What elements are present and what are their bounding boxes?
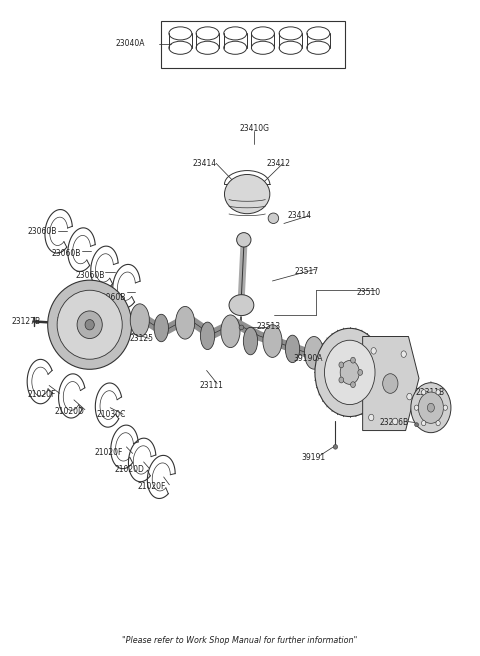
Ellipse shape (339, 377, 344, 383)
Text: 23040A: 23040A (116, 39, 145, 49)
Text: 23414: 23414 (288, 211, 312, 220)
Text: 23513: 23513 (257, 322, 281, 331)
Ellipse shape (371, 348, 376, 354)
Text: 23060B: 23060B (97, 293, 126, 302)
Text: 23127B: 23127B (12, 317, 41, 326)
Text: 23060B: 23060B (28, 227, 57, 236)
Text: 23226B: 23226B (379, 419, 408, 427)
Ellipse shape (333, 445, 337, 449)
Text: 23111: 23111 (199, 381, 223, 390)
Ellipse shape (340, 361, 360, 384)
Ellipse shape (443, 405, 447, 410)
Ellipse shape (243, 327, 258, 355)
Text: 23517: 23517 (295, 267, 319, 276)
Ellipse shape (407, 394, 412, 400)
Ellipse shape (411, 382, 451, 433)
Ellipse shape (415, 422, 419, 426)
Text: 23410G: 23410G (240, 124, 270, 133)
Text: "Please refer to Work Shop Manual for further information": "Please refer to Work Shop Manual for fu… (122, 636, 358, 645)
Text: 23125: 23125 (129, 334, 153, 343)
Text: 23060B: 23060B (51, 249, 81, 258)
Ellipse shape (324, 340, 375, 405)
Text: 39190A: 39190A (293, 354, 323, 363)
Ellipse shape (369, 414, 374, 420)
Ellipse shape (436, 390, 440, 395)
Ellipse shape (383, 374, 398, 394)
Ellipse shape (225, 174, 270, 214)
Ellipse shape (85, 319, 94, 330)
Ellipse shape (48, 280, 132, 369)
Ellipse shape (200, 322, 215, 350)
Text: 21020F: 21020F (95, 447, 123, 457)
Ellipse shape (130, 304, 149, 337)
Ellipse shape (285, 335, 300, 363)
Ellipse shape (221, 315, 240, 348)
Ellipse shape (326, 342, 345, 375)
Polygon shape (363, 337, 419, 430)
Ellipse shape (239, 325, 244, 329)
Text: 23124B: 23124B (56, 317, 85, 326)
Text: 39191: 39191 (301, 453, 325, 462)
Text: 21030C: 21030C (97, 410, 126, 419)
Ellipse shape (315, 328, 384, 417)
Bar (161, 21, 345, 68)
Ellipse shape (176, 306, 195, 339)
Ellipse shape (304, 337, 324, 369)
Ellipse shape (421, 420, 426, 426)
Ellipse shape (350, 382, 355, 388)
Text: 23414: 23414 (192, 159, 216, 168)
Text: 21020D: 21020D (115, 464, 145, 474)
Ellipse shape (237, 233, 251, 247)
Ellipse shape (419, 392, 444, 423)
Ellipse shape (339, 362, 344, 368)
Ellipse shape (350, 358, 355, 363)
Ellipse shape (77, 311, 102, 338)
Text: 21020D: 21020D (55, 407, 84, 416)
Ellipse shape (401, 351, 406, 358)
Ellipse shape (436, 420, 440, 426)
Ellipse shape (358, 369, 362, 375)
Text: 23510: 23510 (357, 287, 381, 297)
Text: 23311B: 23311B (416, 388, 445, 396)
Ellipse shape (263, 325, 282, 358)
Ellipse shape (57, 290, 122, 359)
Text: 23412: 23412 (266, 159, 290, 168)
Ellipse shape (268, 213, 279, 224)
Ellipse shape (154, 314, 168, 342)
Ellipse shape (421, 390, 426, 395)
Text: 23060B: 23060B (75, 271, 105, 280)
Ellipse shape (427, 403, 434, 412)
Ellipse shape (393, 418, 398, 424)
Text: 21020F: 21020F (137, 482, 166, 491)
Text: 21020F: 21020F (28, 390, 56, 399)
Ellipse shape (229, 295, 254, 316)
Text: 23211B: 23211B (340, 354, 369, 363)
Ellipse shape (414, 405, 419, 410)
